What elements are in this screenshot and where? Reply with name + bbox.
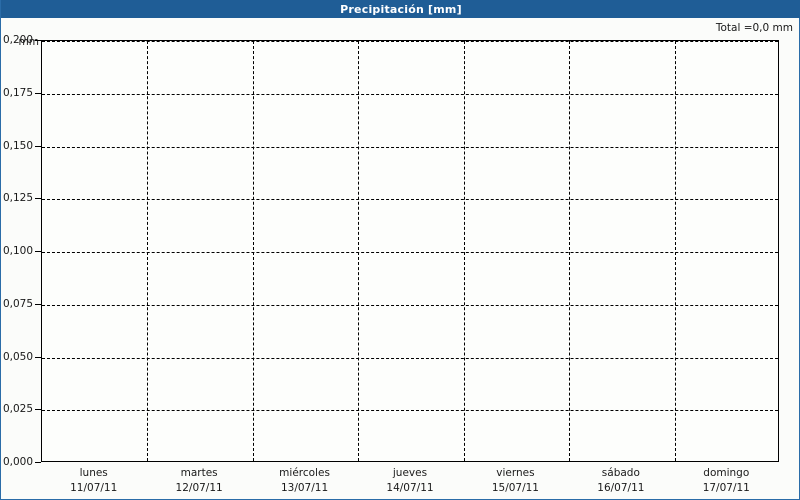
y-axis-label: 0,200 (2, 34, 33, 46)
y-axis-tick (35, 303, 41, 305)
gridline-horizontal (42, 357, 778, 359)
x-axis-label: viernes 15/07/11 (463, 466, 568, 496)
y-axis-tick (35, 409, 41, 411)
x-axis-date: 14/07/11 (386, 482, 434, 494)
y-axis-label: 0,050 (2, 350, 33, 363)
y-axis-tick (35, 251, 41, 252)
total-annotation: Total =0,0 mm (715, 22, 793, 34)
y-axis-label: 0,125 (2, 192, 33, 205)
y-axis-tick (35, 40, 41, 41)
y-axis-label: 0,025 (2, 403, 33, 416)
x-axis-label: lunes 11/07/11 (41, 466, 146, 496)
gridline-vertical (147, 41, 149, 461)
gridline-vertical (569, 41, 571, 461)
gridline-horizontal (42, 93, 778, 95)
window-title-bar: Precipitación [mm] (1, 0, 800, 18)
x-axis-day-name: jueves (392, 467, 428, 479)
x-axis-day-name: martes (180, 467, 218, 479)
y-axis-tick (35, 356, 41, 358)
y-axis-unit-label: mm (18, 36, 39, 48)
x-axis-label: jueves 14/07/11 (357, 466, 462, 496)
gridline-horizontal (42, 252, 778, 253)
x-axis-label: martes 12/07/11 (146, 466, 251, 496)
y-axis-label: 0,150 (2, 139, 33, 152)
y-axis-tick (35, 92, 41, 94)
y-axis-tick (35, 198, 41, 200)
x-axis-label: domingo 17/07/11 (674, 466, 779, 496)
plot-grid (42, 41, 778, 461)
y-axis-tick (35, 462, 41, 463)
x-axis-day-name: viernes (496, 467, 535, 479)
y-axis-label: 0,000 (2, 456, 33, 468)
gridline-horizontal (42, 41, 778, 42)
page-title: Precipitación [mm] (340, 2, 462, 16)
x-axis-day-name: sábado (601, 467, 640, 479)
x-axis-date: 13/07/11 (280, 482, 329, 494)
x-axis-date: 12/07/11 (175, 482, 223, 494)
gridline-vertical (252, 41, 254, 461)
x-axis-date: 16/07/11 (597, 482, 645, 494)
gridline-vertical (358, 41, 360, 461)
gridline-horizontal (42, 304, 778, 306)
x-axis-label: miércoles 13/07/11 (252, 466, 357, 496)
gridline-horizontal (42, 199, 778, 201)
plot-area (41, 40, 779, 462)
gridline-vertical (674, 41, 676, 461)
y-axis-label: 0,075 (2, 297, 33, 310)
x-axis-day-name: miércoles (279, 467, 330, 479)
y-axis-label: 0,100 (2, 245, 33, 257)
x-axis-date: 15/07/11 (491, 482, 539, 494)
x-axis-date: 17/07/11 (702, 482, 750, 494)
x-axis-label: sábado 16/07/11 (568, 466, 673, 496)
x-axis-day-name: lunes (79, 467, 108, 479)
x-axis-day-name: domingo (703, 467, 750, 479)
y-axis-label: 0,175 (2, 86, 33, 99)
gridline-vertical (463, 41, 465, 461)
gridline-horizontal (42, 410, 778, 412)
x-axis-date: 11/07/11 (70, 482, 118, 494)
gridline-horizontal (42, 146, 778, 148)
y-axis-tick (35, 145, 41, 147)
